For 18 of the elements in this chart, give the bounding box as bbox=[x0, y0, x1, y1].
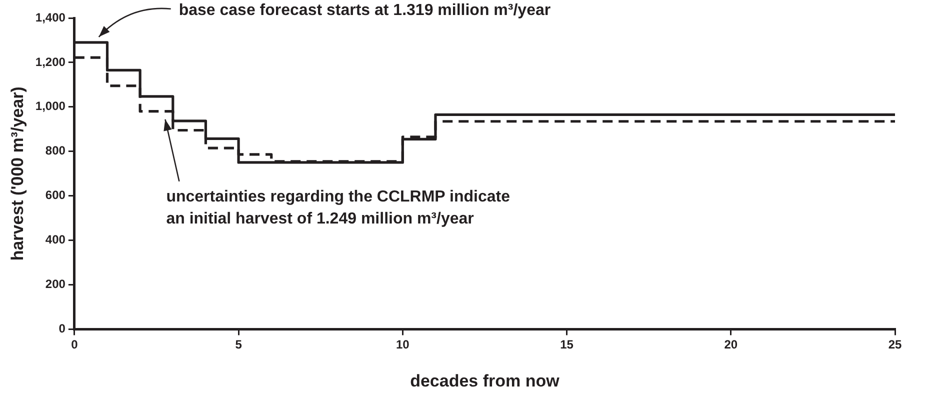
annotation: uncertainties regarding the CCLRMP indicate an initial harvest of 1.249 million m³/year bbox=[166, 188, 510, 228]
y-tick-label: 0 bbox=[58, 322, 66, 336]
y-axis-title: harvest ('000 m³/year) bbox=[8, 86, 27, 261]
x-axis-title: decades from now bbox=[410, 371, 560, 390]
y-tick-label: 800 bbox=[45, 144, 66, 158]
x-tick-label: 0 bbox=[71, 338, 78, 352]
y-tick-label: 1,400 bbox=[35, 10, 66, 24]
x-tick-label: 15 bbox=[560, 338, 574, 352]
y-tick-label: 1,000 bbox=[35, 99, 66, 114]
x-tick-label: 5 bbox=[235, 338, 242, 352]
y-tick-label: 1,200 bbox=[35, 54, 66, 69]
x-tick-label: 20 bbox=[724, 338, 738, 352]
x-tick-label: 25 bbox=[888, 338, 902, 352]
y-tick-label: 600 bbox=[45, 188, 66, 202]
y-tick-label: 200 bbox=[45, 277, 66, 292]
x-tick-label: 10 bbox=[396, 338, 410, 352]
y-tick-label: 400 bbox=[45, 232, 66, 247]
annotation: base case forecast starts at 1.319 million m³/year bbox=[178, 2, 551, 19]
